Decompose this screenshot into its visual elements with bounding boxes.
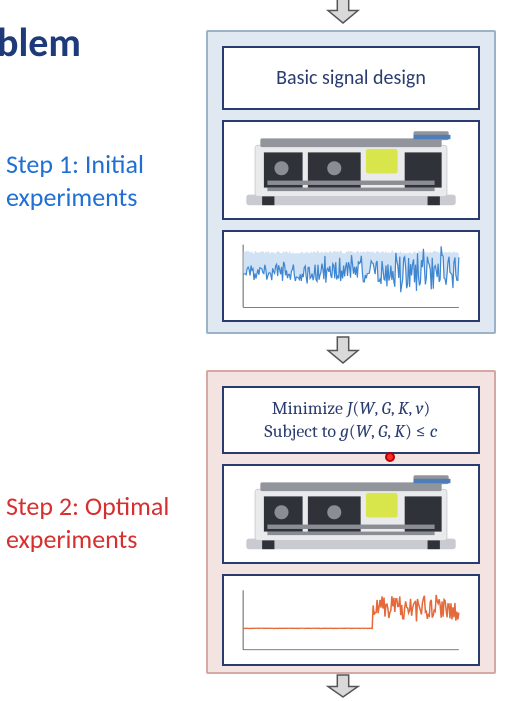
signal-graphic-2 bbox=[230, 582, 472, 658]
step1-label: Step 1: Initial experiments bbox=[6, 148, 144, 213]
signal-graphic-1 bbox=[230, 238, 472, 314]
basic-signal-text: Basic signal design bbox=[276, 66, 426, 90]
machine-graphic-2 bbox=[228, 470, 474, 558]
step2-line1: Step 2: Optimal bbox=[6, 490, 169, 523]
step1-line2: experiments bbox=[6, 181, 144, 214]
machine-box-2 bbox=[222, 464, 480, 564]
step1-line1: Step 1: Initial bbox=[6, 148, 144, 181]
signal-box-1 bbox=[222, 230, 480, 322]
laser-pointer-dot bbox=[385, 452, 395, 462]
math-line2: Subject to g(W, G, K) ≤ c bbox=[264, 420, 437, 443]
signal-box-2 bbox=[222, 574, 480, 666]
arrow-down-1 bbox=[324, 0, 362, 27]
step2-label: Step 2: Optimal experiments bbox=[6, 490, 169, 555]
optimization-box: Minimize J(W, G, K, v) Subject to g(W, G… bbox=[222, 386, 480, 454]
arrow-down-2 bbox=[324, 333, 362, 367]
machine-graphic-1 bbox=[228, 126, 474, 214]
basic-signal-box: Basic signal design bbox=[222, 46, 480, 110]
page-title: blem bbox=[0, 18, 81, 67]
math-line1: Minimize J(W, G, K, v) bbox=[272, 397, 431, 420]
step2-line2: experiments bbox=[6, 523, 169, 556]
arrow-down-3 bbox=[324, 671, 362, 701]
machine-box-1 bbox=[222, 120, 480, 220]
